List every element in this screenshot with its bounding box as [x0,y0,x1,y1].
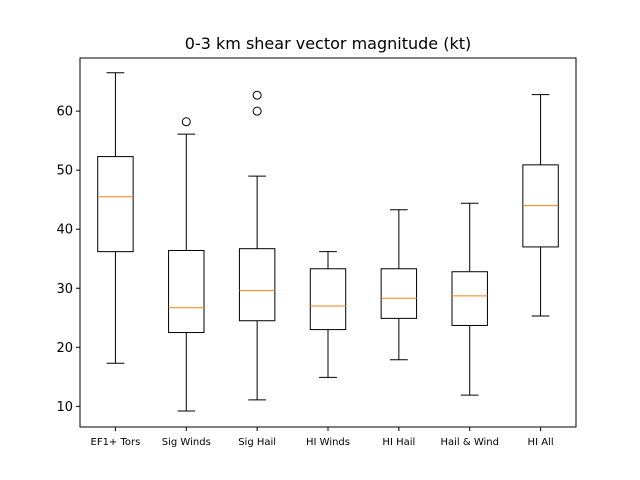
iqr-box [309,268,347,331]
plot-area: 10 20 30 40 50 60 EF1+ Tors Sig Winds Sig Hail HI… [56,72,559,448]
iqr-box [168,249,205,334]
x-tick-label: HI Winds [306,437,350,448]
y-tick-label: 10 [56,400,73,415]
y-tick-label: 40 [56,223,73,238]
outlier-point [181,117,191,127]
iqr-box [97,156,134,253]
x-tick-label: Sig Hail [238,437,276,448]
chart-title: 0-3 km shear vector magnitude (kt) [185,34,471,53]
iqr-box [238,248,276,322]
x-tick-label: Sig Winds [162,437,211,448]
outlier-point [252,90,262,100]
y-tick-label: 60 [56,105,73,120]
x-tick-label: EF1+ Tors [91,437,141,448]
x-tick-label: HI All [528,437,554,448]
iqr-box [451,271,488,326]
x-tick-label: Hail & Wind [440,437,499,448]
y-tick-label: 20 [56,341,73,356]
plot-frame [79,57,577,428]
outlier-point [252,106,262,116]
y-tick-label: 30 [56,282,73,297]
iqr-box [380,268,418,319]
y-tick-label: 50 [56,164,73,179]
x-tick-label: HI Hail [382,437,415,448]
